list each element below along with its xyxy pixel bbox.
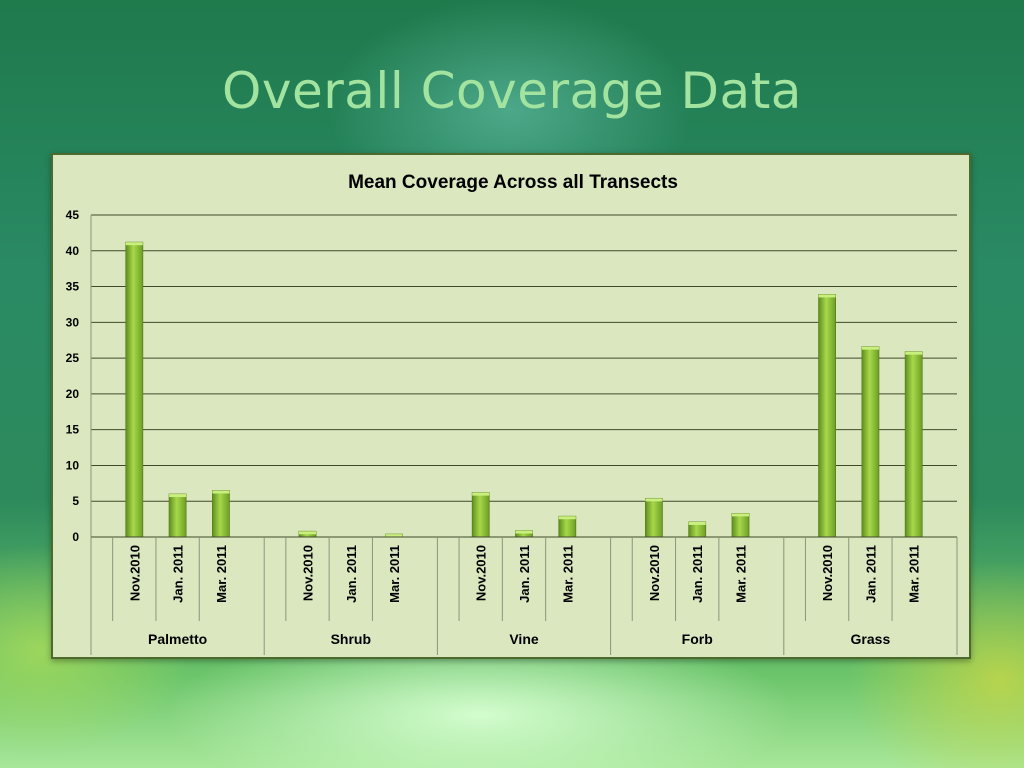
bar-top (905, 351, 923, 355)
bar (168, 493, 187, 538)
x-tick-label: Jan. 2011 (344, 545, 359, 603)
x-axis: Nov.2010 Jan. 2011 Mar. 2011 Palmetto Nov.20… (90, 536, 958, 655)
bar-top (558, 516, 576, 520)
y-tick-label: 45 (66, 208, 80, 222)
y-tick-label: 5 (72, 494, 79, 508)
bar-top (732, 513, 749, 517)
y-tick-label: 40 (66, 244, 80, 258)
x-tick-label: Nov.2010 (127, 545, 142, 601)
y-tick-label: 15 (66, 423, 80, 437)
x-tick-label: Nov.2010 (820, 545, 835, 601)
bar (904, 351, 923, 538)
bar (645, 497, 663, 538)
bars (125, 241, 923, 538)
bar-top (212, 490, 230, 494)
bar (471, 492, 490, 538)
bar-top (472, 492, 490, 496)
x-group-label: Palmetto (148, 631, 207, 647)
x-tick-label: Nov.2010 (301, 545, 316, 601)
bar (731, 512, 750, 538)
x-tick-label: Jan. 2011 (517, 545, 532, 603)
x-group-label: Vine (509, 631, 539, 647)
y-tick-label: 35 (66, 280, 80, 294)
bar (861, 346, 880, 538)
bar-top (645, 498, 663, 502)
chart-title: Mean Coverage Across all Transects (348, 172, 678, 193)
y-tick-label: 0 (72, 530, 79, 544)
bar-top (169, 494, 187, 498)
bar-top (125, 242, 143, 246)
bar-top (818, 294, 836, 298)
x-group-label: Grass (851, 631, 891, 647)
y-axis: 0 5 10 15 20 25 30 35 40 45 (66, 208, 92, 544)
y-tick-label: 25 (66, 351, 80, 365)
x-tick-label: Mar. 2011 (907, 545, 922, 603)
bar-chart: Mean Coverage Across all Transects 0 5 10 1… (66, 172, 958, 655)
bar-top (688, 521, 706, 525)
bar (211, 490, 230, 538)
x-tick-label: Mar. 2011 (560, 545, 575, 603)
bar (818, 294, 836, 538)
slide-title: Overall Coverage Data (222, 62, 802, 120)
y-tick-label: 10 (66, 458, 80, 472)
x-group-label: Forb (682, 631, 713, 647)
x-tick-label: Mar. 2011 (387, 545, 402, 603)
x-tick-label: Mar. 2011 (734, 545, 749, 603)
x-tick-label: Nov.2010 (474, 545, 489, 601)
bar (558, 515, 577, 538)
x-tick-label: Jan. 2011 (171, 545, 186, 603)
bar-top (515, 530, 533, 534)
bar-top (385, 534, 403, 538)
x-tick-label: Jan. 2011 (690, 545, 705, 603)
y-tick-label: 30 (66, 315, 80, 329)
y-tick-label: 20 (66, 387, 80, 401)
x-tick-label: Jan. 2011 (863, 545, 878, 603)
bar-top (299, 531, 316, 535)
x-tick-label: Nov.2010 (647, 545, 662, 601)
bar (125, 241, 144, 538)
x-group-label: Shrub (331, 631, 371, 647)
bar-top (861, 346, 879, 350)
x-tick-label: Mar. 2011 (214, 545, 229, 603)
grid-lines (91, 214, 957, 502)
chart-panel: Mean Coverage Across all Transects 0 5 10 1… (51, 153, 971, 659)
